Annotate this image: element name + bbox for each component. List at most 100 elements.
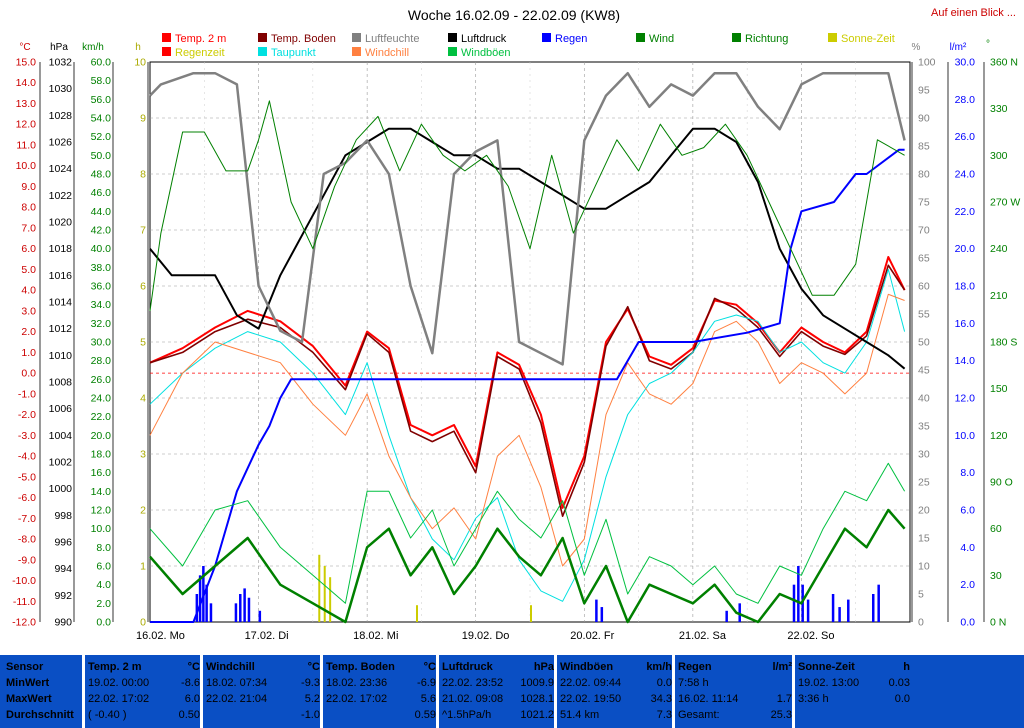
table-avg-value: 0.50 — [178, 709, 200, 721]
rain-bar — [725, 610, 728, 622]
wind-tick-label: 16.0 — [91, 467, 112, 479]
dir-tick-label: 120 — [990, 430, 1008, 442]
legend-label: Wind — [649, 33, 674, 45]
legend-label: Regen — [555, 33, 587, 45]
table-col-unit: h — [903, 661, 910, 673]
legend-swatch — [828, 33, 837, 42]
pressure-tick-label: 1032 — [49, 57, 73, 69]
rain-tick-label: 2.0 — [960, 579, 975, 591]
table-avg-value: -1.0 — [301, 709, 320, 721]
table-col-unit: km/h — [646, 661, 672, 673]
wind-tick-label: 6.0 — [96, 561, 111, 573]
wind-tick-label: 32.0 — [91, 318, 112, 330]
pressure-tick-label: 1004 — [49, 430, 73, 442]
table-avg-value: 1021.2 — [520, 709, 554, 721]
temp-tick-label: -1.0 — [18, 388, 36, 400]
temp-tick-label: 9.0 — [21, 181, 36, 193]
dir-tick-label: 300 — [990, 150, 1008, 162]
unit-humidity: % — [912, 42, 921, 53]
temp-tick-label: 4.0 — [21, 285, 36, 297]
rain-bar — [847, 599, 850, 622]
sun-bar — [416, 605, 418, 622]
wind-tick-label: 14.0 — [91, 486, 112, 498]
series-line-tempBoden — [149, 264, 906, 518]
legend-label: Windböen — [461, 47, 511, 59]
day-label: 19.02. Do — [462, 630, 510, 642]
dir-tick-label: 150 — [990, 383, 1008, 395]
table-max-value: 0.0 — [894, 693, 910, 705]
wind-tick-label: 0.0 — [96, 617, 111, 629]
dir-tick-label: 360 N — [990, 57, 1018, 69]
dir-tick-label: 180 S — [990, 337, 1017, 349]
temp-tick-label: 10.0 — [16, 160, 37, 172]
legend-label: Sonne-Zeit — [841, 33, 895, 45]
legend-swatch — [732, 33, 741, 42]
series-line-taupunkt — [149, 268, 906, 602]
hours-tick-label: 7 — [140, 225, 146, 237]
series-line-windboen — [149, 462, 906, 604]
wind-tick-label: 42.0 — [91, 225, 112, 237]
wind-tick-label: 26.0 — [91, 374, 112, 386]
table-max-time: 21.02. 09:08 — [442, 693, 504, 705]
rain-tick-label: 8.0 — [960, 467, 975, 479]
rain-tick-label: 20.0 — [955, 243, 976, 255]
legend-label: Richtung — [745, 33, 788, 45]
table-min-time: 7:58 h — [678, 677, 709, 689]
table-min-value: -6.9 — [417, 677, 436, 689]
sun-bar — [318, 554, 321, 622]
temp-tick-label: -5.0 — [18, 471, 36, 483]
day-labels: 16.02. Mo 17.02. Di 18.02. Mi 19.02. Do 20.0… — [136, 630, 835, 642]
rain-bar — [239, 594, 242, 622]
table-min-value: 1009.9 — [520, 677, 554, 689]
table-min-time: 19.02. 13:00 — [798, 677, 860, 689]
pressure-tick-label: 996 — [54, 537, 72, 549]
humidity-tick-label: 80 — [918, 169, 930, 181]
rain-bar — [806, 599, 810, 622]
hours-tick-label: 3 — [140, 449, 146, 461]
humidity-tick-label: 55 — [918, 309, 930, 321]
temp-tick-label: 14.0 — [16, 77, 37, 89]
rain-tick-label: 4.0 — [960, 542, 975, 554]
pressure-tick-label: 1006 — [49, 403, 73, 415]
hours-tick-label: 5 — [140, 337, 146, 349]
series-line-luftfeuchte — [149, 71, 906, 366]
wind-tick-label: 58.0 — [91, 75, 112, 87]
legend: Temp. 2 m Temp. Boden Luftfeuchte Luftdruck… — [162, 33, 895, 59]
table-col-unit: °C — [307, 661, 320, 673]
day-label: 16.02. Mo — [136, 630, 185, 642]
wind-tick-label: 34.0 — [91, 299, 112, 311]
legend-label: Luftdruck — [461, 33, 507, 45]
table-col-unit: °C — [187, 661, 200, 673]
pressure-tick-label: 1012 — [49, 323, 73, 335]
temp-tick-label: 7.0 — [21, 222, 36, 234]
table-divider — [792, 655, 795, 728]
wind-tick-label: 40.0 — [91, 243, 112, 255]
table-col-unit: hPa — [533, 661, 554, 673]
humidity-tick-label: 70 — [918, 225, 930, 237]
bars — [195, 554, 880, 622]
sun-bar — [530, 605, 532, 622]
hours-tick-label: 6 — [140, 281, 146, 293]
series-line-richtung — [149, 100, 905, 311]
row-label-avg: Durchschnitt — [6, 709, 74, 721]
hours-tick-label: 2 — [140, 505, 146, 517]
pressure-tick-label: 1002 — [49, 457, 73, 469]
rain-bar — [243, 588, 246, 622]
legend-swatch — [258, 47, 267, 56]
wind-tick-label: 22.0 — [91, 411, 112, 423]
table-min-value: 0.0 — [656, 677, 672, 689]
table-divider — [320, 655, 323, 728]
overview-link[interactable]: Auf einen Blick ... — [931, 7, 1016, 19]
pressure-tick-label: 1022 — [49, 190, 73, 202]
table-avg-extra: ( -0.40 ) — [88, 709, 127, 721]
table-min-time: 19.02. 00:00 — [88, 677, 150, 689]
wind-tick-label: 38.0 — [91, 262, 112, 274]
humidity-tick-label: 45 — [918, 365, 930, 377]
table-col-name: Windchill — [206, 661, 255, 673]
table-max-time: 3:36 h — [798, 693, 829, 705]
rain-bar — [838, 607, 841, 622]
humidity-tick-label: 0 — [918, 617, 924, 629]
temp-tick-label: -4.0 — [18, 451, 36, 463]
rain-bar — [738, 603, 741, 622]
pressure-tick-label: 1000 — [49, 483, 73, 495]
